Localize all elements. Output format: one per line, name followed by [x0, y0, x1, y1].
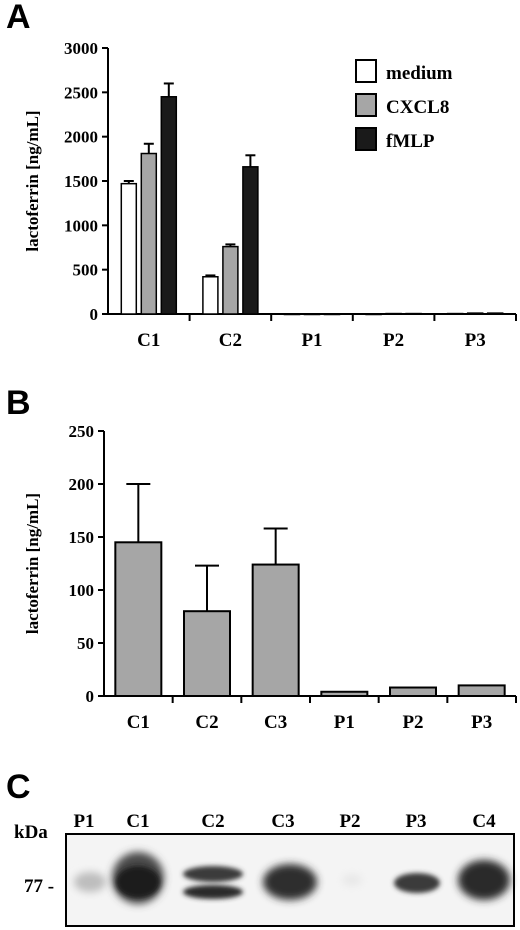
bar-c1 [114, 541, 163, 697]
bar-p2 [389, 686, 437, 697]
band-p1 [74, 872, 106, 892]
bar-medium-p1 [283, 313, 301, 316]
band-c3 [263, 864, 317, 900]
y-tick-label-a: 2500 [64, 83, 98, 102]
lane-label-c3: C3 [271, 811, 294, 832]
band-p3 [394, 873, 440, 893]
x-category-label-b: C3 [264, 712, 287, 733]
bar-p1 [320, 690, 369, 698]
bar-medium-c1 [120, 182, 138, 315]
legend-label-medium: medium [386, 63, 453, 84]
y-tick-label-b: 150 [69, 528, 95, 547]
y-tick-label-a: 0 [90, 305, 99, 324]
y-tick-label-b: 0 [86, 687, 95, 706]
x-category-label-a: P1 [301, 330, 322, 351]
y-tick-label-a: 3000 [64, 39, 98, 58]
x-category-label-b: P2 [402, 712, 423, 733]
y-tick-label-b: 50 [77, 634, 94, 653]
bar-fmlp-c1 [160, 96, 178, 315]
lane-label-c2: C2 [201, 811, 224, 832]
lane-label-p3: P3 [405, 811, 426, 832]
x-category-label-b: C2 [195, 712, 218, 733]
x-category-label-a: P2 [383, 330, 404, 351]
bar-medium-p3 [446, 312, 464, 315]
bar-medium-c2 [202, 276, 219, 315]
lane-label-c1: C1 [126, 811, 149, 832]
bar-c3 [251, 563, 300, 697]
legend-label-cxcl8: CXCL8 [386, 97, 449, 118]
y-tick-label-b: 250 [69, 422, 95, 441]
kda-label: kDa [14, 822, 48, 843]
bar-fmlp-c2 [242, 166, 259, 315]
y-tick-label-a: 1000 [64, 216, 98, 235]
lane-label-p1: P1 [73, 811, 94, 832]
x-category-label-b: P3 [471, 712, 492, 733]
x-category-label-a: P3 [465, 330, 486, 351]
bar-cxcl8-p3 [466, 312, 484, 315]
band-p2 [342, 874, 362, 886]
y-tick-label-a: 500 [73, 261, 99, 280]
legend-swatch-cxcl8 [355, 93, 377, 117]
panel-letter-c: C [6, 768, 31, 806]
x-category-label-b: P1 [334, 712, 355, 733]
band-c2 [183, 866, 243, 899]
chart-a: 0 500 1000 1500 2000 2500 3000 lactoferrin [ng/… [23, 39, 517, 351]
bar-cxcl8-c2 [222, 245, 239, 315]
y-tick-label-b: 200 [69, 475, 95, 494]
marker-77-label: 77 - [24, 876, 54, 897]
bar-fmlp-p1 [323, 313, 341, 316]
bar-cxcl8-p2 [385, 312, 402, 315]
band-c4 [458, 860, 510, 900]
bar-medium-p2 [365, 313, 382, 316]
x-category-label-a: C1 [137, 330, 160, 351]
chart-b: 0 50 100 150 200 250 lactoferrin [ng/mL] C1 C2 C3… [23, 422, 517, 733]
bar-cxcl8-p1 [303, 313, 321, 316]
lane-label-p2: P2 [339, 811, 360, 832]
panel-letter-b: B [6, 384, 31, 422]
western-blot: kDa 77 - P1 C1 C2 C3 P2 P3 C4 [14, 811, 515, 927]
lane-label-c4: C4 [472, 811, 496, 832]
x-category-label-b: C1 [127, 712, 150, 733]
y-tick-label-a: 1500 [64, 172, 98, 191]
legend-swatch-fmlp [355, 127, 377, 151]
y-axis-label-a: lactoferrin [ng/mL] [23, 110, 42, 251]
legend-swatch-medium [355, 59, 377, 83]
legend-label-fmlp: fMLP [386, 131, 435, 152]
y-tick-label-b: 100 [69, 581, 95, 600]
panel-letter-a: A [6, 0, 31, 36]
bar-cxcl8-c1 [140, 152, 158, 315]
band-c1 [112, 852, 164, 904]
x-category-label-a: C2 [219, 330, 242, 351]
bar-fmlp-p3 [486, 312, 504, 315]
y-tick-label-a: 2000 [64, 128, 98, 147]
bar-p3 [457, 684, 506, 697]
y-axis-label-b: lactoferrin [ng/mL] [23, 493, 42, 634]
bar-c2 [183, 610, 231, 697]
bar-fmlp-p2 [405, 312, 422, 315]
